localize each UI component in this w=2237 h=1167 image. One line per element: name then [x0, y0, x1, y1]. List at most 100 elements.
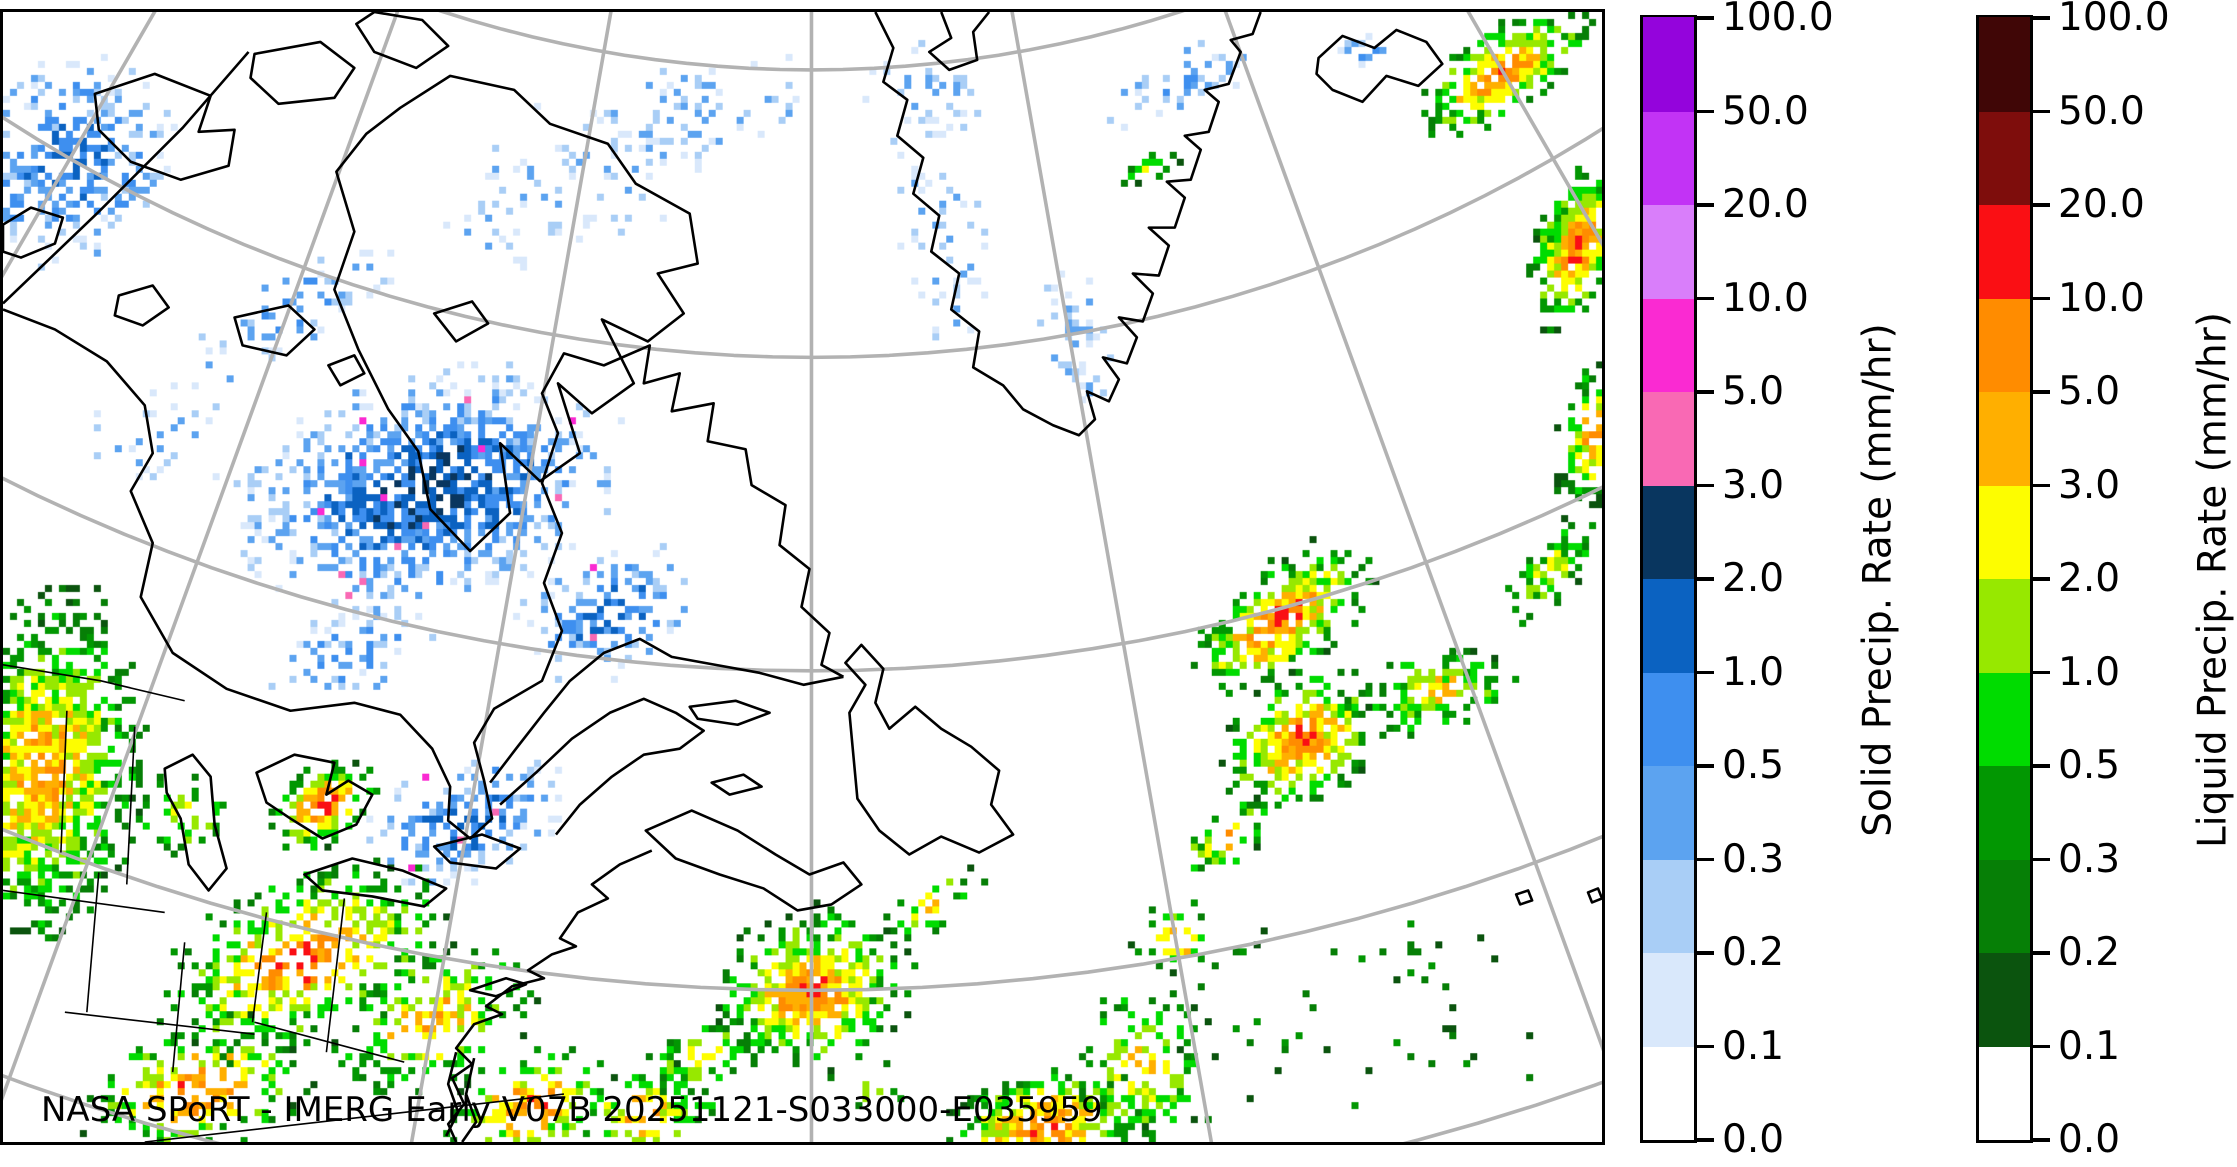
- coastline-path: [303, 857, 448, 908]
- colorbar-tick-label: 20.0: [1722, 182, 1809, 227]
- colorbar-segment: [1979, 578, 2030, 673]
- coastline-path: [844, 643, 1015, 856]
- coastline-path: [93, 72, 236, 182]
- graticule-line: [3, 115, 1602, 360]
- colorbar-segment: [1979, 484, 2030, 579]
- colorbar-solid-bar: [1640, 15, 1697, 1143]
- colorbar-tick-mark: [1696, 670, 1714, 675]
- graticule-line: [1223, 12, 1602, 1052]
- colorbar-tick-label: 3.0: [1722, 462, 1785, 508]
- colorbar-tick-label: 1.0: [1722, 649, 1785, 695]
- coastline-path: [1514, 889, 1534, 906]
- graticule-line: [3, 12, 157, 279]
- graticule-line: [3, 476, 1602, 673]
- colorbar-tick-label: 0.1: [2058, 1023, 2121, 1069]
- colorbar-segment: [1979, 952, 2030, 1047]
- colorbar-tick-mark: [1696, 390, 1714, 394]
- colorbar-liquid-title: Liquid Precip. Rate (mm/hr): [2190, 312, 2236, 848]
- coastline-path: [461, 1057, 478, 1142]
- colorbar-tick-label: 10.0: [1722, 275, 1809, 321]
- coastline-path: [125, 726, 136, 885]
- colorbar-tick-mark: [2032, 1138, 2050, 1142]
- colorbar-tick-mark: [1696, 857, 1714, 862]
- colorbar-tick-label: 2.0: [2058, 556, 2121, 601]
- colorbar-tick-label: 0.0: [1722, 1117, 1785, 1162]
- colorbar-tick-mark: [2032, 577, 2050, 581]
- colorbar-tick-label: 50.0: [2058, 88, 2145, 134]
- coastline-path: [255, 753, 374, 840]
- colorbar-tick-label: 100.0: [2058, 0, 2170, 40]
- colorbar-tick-label: 50.0: [1722, 88, 1809, 134]
- colorbar-tick-mark: [2032, 857, 2050, 862]
- colorbar-tick-mark: [1696, 483, 1714, 488]
- coastline-path: [254, 1021, 405, 1063]
- coastline-path: [3, 206, 65, 259]
- colorbar-segment: [1643, 484, 1694, 579]
- coastline-path: [144, 1093, 565, 1142]
- colorbar-segment: [1979, 858, 2030, 953]
- colorbar-segment: [1643, 17, 1694, 112]
- coastline-path: [489, 637, 844, 784]
- coastline-path: [445, 1051, 460, 1137]
- colorbar-segment: [1979, 391, 2030, 486]
- coastline-path: [3, 889, 165, 914]
- colorbar-segment: [1979, 671, 2030, 766]
- colorbar-tick-mark: [2032, 296, 2050, 301]
- coastline-path: [3, 51, 250, 305]
- colorbar-segment: [1643, 391, 1694, 486]
- coastline-path: [432, 833, 522, 870]
- colorbar-tick-mark: [1696, 577, 1714, 581]
- colorbar-segment: [1979, 110, 2030, 205]
- coastline-path: [60, 710, 68, 853]
- colorbar-segment: [1979, 297, 2030, 392]
- coastline-path: [3, 664, 185, 702]
- coastline-path: [927, 12, 991, 72]
- colorbar-tick-label: 5.0: [2058, 369, 2121, 414]
- coastline-path: [86, 872, 100, 1013]
- graticule-line: [1466, 12, 1602, 247]
- colorbar-tick-mark: [1696, 16, 1714, 20]
- map-annotation: NASA SPoRT - IMERG Early V07B 20251121-S…: [41, 1090, 1103, 1130]
- colorbar-tick-label: 5.0: [1722, 369, 1785, 414]
- colorbar-tick-mark: [1696, 951, 1714, 955]
- graticule-line: [3, 827, 1602, 993]
- colorbar-tick-label: 0.3: [1722, 836, 1785, 882]
- colorbar-tick-mark: [1696, 296, 1714, 301]
- colorbar-tick-label: 0.3: [2058, 836, 2121, 882]
- colorbar-segment: [1979, 765, 2030, 860]
- precipitation-raster-layer: [3, 12, 1602, 1142]
- colorbar-tick-label: 1.0: [2058, 649, 2121, 695]
- colorbar-segment: [1979, 204, 2030, 299]
- coastline-path: [113, 284, 170, 327]
- colorbar-segment: [1643, 297, 1694, 392]
- colorbar-tick-mark: [2032, 670, 2050, 675]
- coastline-path: [874, 12, 1262, 437]
- coastline-group: [3, 12, 1602, 1142]
- coastline-path: [233, 304, 316, 357]
- colorbar-segment: [1979, 17, 2030, 112]
- colorbar-segment: [1643, 765, 1694, 860]
- colorbar-tick-label: 3.0: [2058, 462, 2121, 508]
- graticule-line: [3, 1073, 1602, 1142]
- colorbar-liquid-bar: [1976, 15, 2033, 1143]
- colorbar-segment: [1643, 671, 1694, 766]
- colorbar-tick-label: 0.5: [2058, 743, 2121, 788]
- colorbar-tick-label: 0.2: [2058, 930, 2121, 975]
- coastline-path: [355, 12, 450, 70]
- coastline-path: [1586, 887, 1602, 904]
- coastline-path: [468, 976, 528, 998]
- colorbar-tick-mark: [2032, 764, 2050, 768]
- colorbar-tick-mark: [1696, 1044, 1714, 1049]
- colorbar-tick-label: 0.1: [1722, 1023, 1785, 1069]
- colorbar-segment: [1643, 204, 1694, 299]
- coastline-path: [499, 697, 705, 836]
- colorbar-tick-mark: [2032, 390, 2050, 394]
- colorbar-tick-label: 0.2: [1722, 930, 1785, 975]
- colorbar-tick-mark: [2032, 1044, 2050, 1049]
- colorbar-solid: 0.0 0.1 0.2 0.3 0.5 1.0 2.0 3.0 5.0 10.0 20.0 50.0 1…: [1640, 0, 1834, 1162]
- colorbar-tick-mark: [1696, 764, 1714, 768]
- colorbar-tick-label: 20.0: [2058, 182, 2145, 227]
- coastline-path: [249, 40, 356, 106]
- coastline-graticule-layer: [3, 12, 1602, 1142]
